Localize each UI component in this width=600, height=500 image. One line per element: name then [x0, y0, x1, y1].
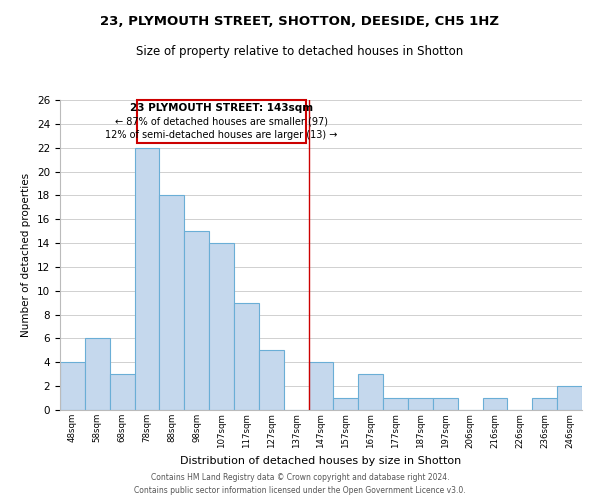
- Bar: [334, 398, 358, 410]
- Bar: [433, 398, 458, 410]
- Bar: [259, 350, 284, 410]
- Y-axis label: Number of detached properties: Number of detached properties: [22, 173, 31, 337]
- Bar: [137, 100, 306, 143]
- X-axis label: Distribution of detached houses by size in Shotton: Distribution of detached houses by size …: [181, 456, 461, 466]
- Bar: [85, 338, 110, 410]
- Bar: [160, 196, 184, 410]
- Text: ← 87% of detached houses are smaller (97): ← 87% of detached houses are smaller (97…: [115, 116, 328, 126]
- Bar: [557, 386, 582, 410]
- Bar: [184, 231, 209, 410]
- Bar: [408, 398, 433, 410]
- Bar: [532, 398, 557, 410]
- Bar: [358, 374, 383, 410]
- Bar: [234, 302, 259, 410]
- Text: Contains HM Land Registry data © Crown copyright and database right 2024.
Contai: Contains HM Land Registry data © Crown c…: [134, 474, 466, 495]
- Bar: [110, 374, 134, 410]
- Bar: [482, 398, 508, 410]
- Text: 23 PLYMOUTH STREET: 143sqm: 23 PLYMOUTH STREET: 143sqm: [130, 102, 313, 113]
- Text: Size of property relative to detached houses in Shotton: Size of property relative to detached ho…: [136, 45, 464, 58]
- Bar: [60, 362, 85, 410]
- Bar: [308, 362, 334, 410]
- Text: 23, PLYMOUTH STREET, SHOTTON, DEESIDE, CH5 1HZ: 23, PLYMOUTH STREET, SHOTTON, DEESIDE, C…: [101, 15, 499, 28]
- Bar: [209, 243, 234, 410]
- Bar: [383, 398, 408, 410]
- Bar: [134, 148, 160, 410]
- Text: 12% of semi-detached houses are larger (13) →: 12% of semi-detached houses are larger (…: [106, 130, 338, 140]
